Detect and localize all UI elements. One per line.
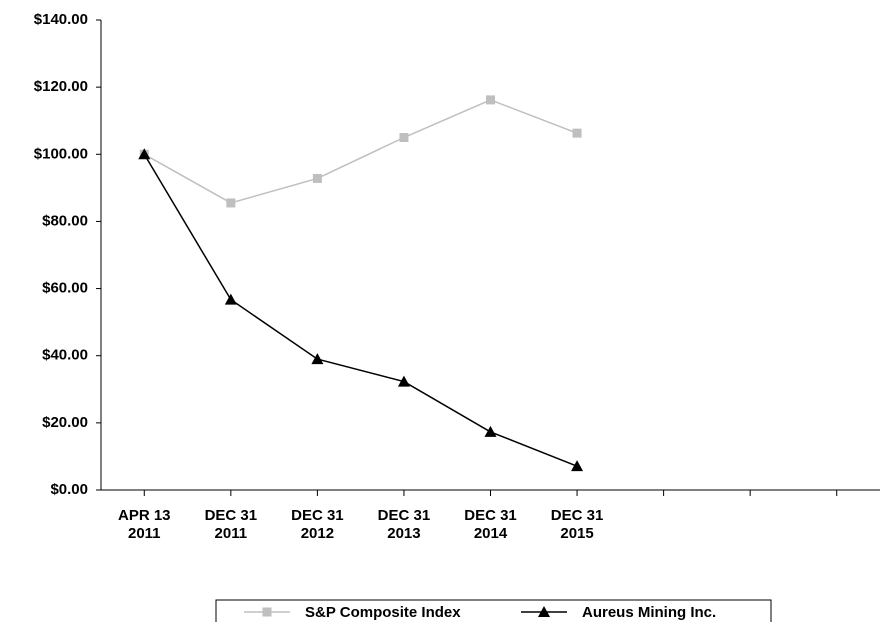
y-tick-label: $40.00 (42, 347, 88, 364)
marker (138, 148, 151, 160)
y-tick-label: $20.00 (42, 414, 88, 431)
y-tick-label: $60.00 (42, 280, 88, 297)
marker (397, 375, 410, 387)
legend-label: S&P Composite Index (305, 604, 461, 621)
series-line (143, 99, 578, 204)
marker (226, 198, 236, 208)
legend: S&P Composite Index Aureus Mining Inc. (215, 599, 772, 622)
y-tick-label: $0.00 (50, 481, 88, 498)
marker (538, 606, 550, 617)
marker (486, 95, 495, 105)
y-tick-label: $120.00 (34, 78, 88, 95)
marker (311, 353, 324, 365)
x-tick-label: DEC 31 2015 (550, 507, 604, 542)
y-tick-label: $80.00 (42, 212, 88, 229)
marker (312, 173, 322, 183)
x-tick-label: APR 13 2011 (118, 507, 171, 542)
legend-label: Aureus Mining Inc. (582, 604, 716, 621)
marker (484, 425, 497, 437)
series-line (143, 153, 578, 467)
marker (224, 293, 237, 305)
x-tick-label: DEC 31 2013 (377, 507, 431, 542)
marker (572, 128, 582, 138)
x-tick-label: DEC 31 2014 (464, 507, 517, 542)
x-tick-label: DEC 31 2012 (291, 507, 344, 542)
marker (399, 133, 409, 142)
x-tick-label: DEC 31 2011 (204, 507, 258, 542)
marker (571, 460, 584, 472)
legend-box (215, 599, 772, 622)
y-tick-label: $140.00 (34, 11, 88, 28)
y-tick-label: $100.00 (34, 145, 88, 162)
marker (262, 607, 272, 617)
